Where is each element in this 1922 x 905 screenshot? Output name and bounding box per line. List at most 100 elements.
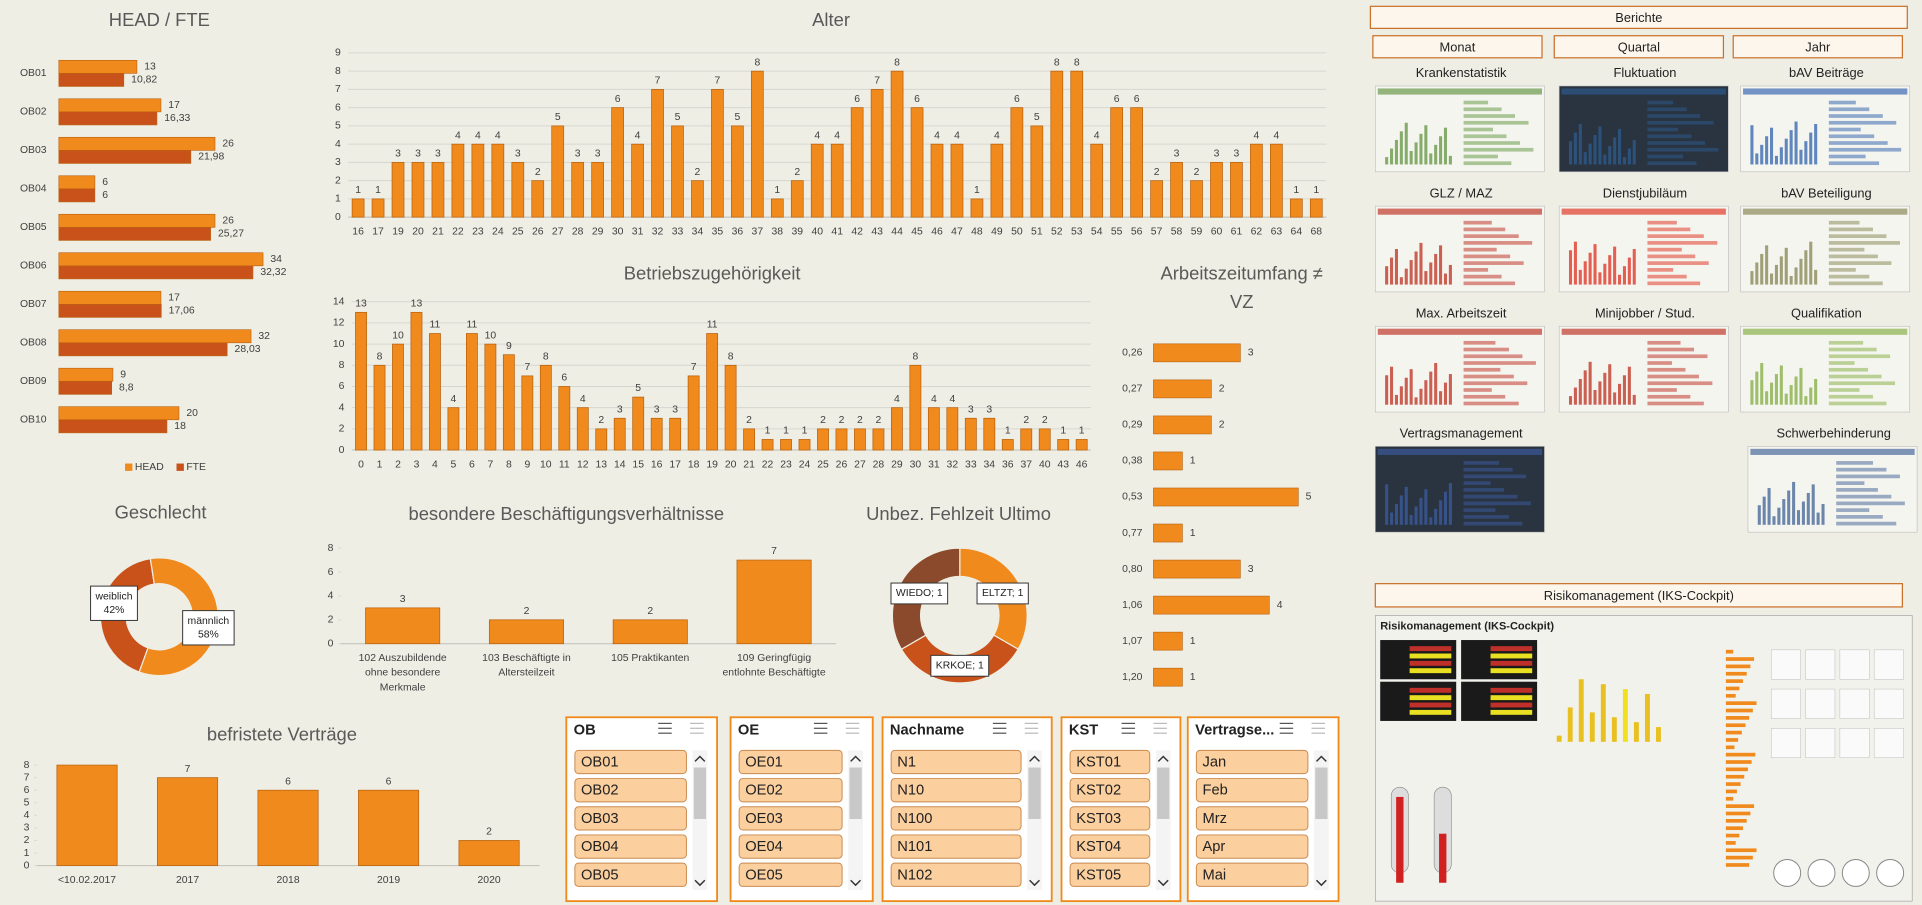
thumbnail-mark — [1463, 134, 1507, 139]
thumbnail-mark — [1608, 255, 1612, 285]
scroll-thumb[interactable] — [1157, 767, 1170, 820]
slicer-item[interactable] — [738, 834, 843, 859]
risk-bar — [1490, 709, 1533, 715]
x-tick-label: 62 — [1251, 227, 1263, 238]
scroll-down[interactable] — [850, 879, 862, 887]
slicer-item[interactable] — [1069, 749, 1151, 775]
thumbnail-mark — [1463, 114, 1516, 118]
slicer-item-label: N100 — [897, 811, 932, 827]
scroll-down[interactable] — [1315, 879, 1327, 887]
scroll-down[interactable] — [1157, 879, 1169, 887]
thumbnail-mark — [1828, 340, 1864, 345]
scroll-down[interactable] — [694, 879, 706, 887]
slicer-item[interactable] — [738, 749, 843, 775]
thumbnail-mark — [1836, 461, 1873, 465]
y-tick-label: 0 — [24, 860, 30, 871]
slicer-item[interactable] — [1195, 749, 1309, 775]
thumbnail-mark — [1394, 249, 1398, 285]
report-thumbnail[interactable] — [1375, 205, 1545, 293]
slicer-item[interactable] — [574, 778, 687, 803]
scroll-thumb[interactable] — [1028, 767, 1041, 820]
slicer-item[interactable] — [890, 862, 1022, 887]
slicer-item[interactable] — [890, 749, 1022, 775]
thumbnail-mark — [1632, 394, 1636, 405]
scroll-down[interactable] — [1029, 879, 1040, 887]
thumbnail-mark — [1593, 135, 1597, 165]
scroll-up[interactable] — [1157, 755, 1169, 762]
data-label: 5 — [675, 112, 681, 123]
scroll-up[interactable] — [850, 755, 862, 762]
report-thumbnail[interactable] — [1558, 205, 1729, 293]
risk-bar — [1725, 738, 1739, 742]
report-thumbnail[interactable] — [1375, 85, 1545, 173]
report-thumbnail[interactable] — [1747, 446, 1918, 533]
bar — [539, 364, 552, 451]
scroll-up[interactable] — [1315, 755, 1327, 762]
slicer-item[interactable] — [890, 834, 1022, 859]
bar — [1153, 631, 1183, 651]
bar — [56, 764, 118, 866]
slicer-item[interactable] — [890, 806, 1022, 831]
slicer-item[interactable] — [574, 834, 687, 859]
scroll-thumb[interactable] — [1315, 767, 1328, 820]
slicer-item[interactable] — [574, 862, 687, 887]
bar — [1289, 198, 1303, 218]
bar — [835, 428, 848, 451]
slicer-item-label: N10 — [897, 783, 924, 799]
thumbnail-mark — [1647, 234, 1704, 238]
x-tick-label: 7 — [487, 460, 493, 471]
y-tick-label: 1 — [335, 194, 341, 205]
bar — [355, 311, 367, 451]
scroll-up[interactable] — [1029, 755, 1040, 762]
thumbnail-mark — [1443, 127, 1448, 165]
thumbnail-mark — [1757, 505, 1761, 525]
thumbnail-mark — [1439, 136, 1443, 165]
slicer-item[interactable] — [1195, 862, 1309, 887]
x-tick-label: 46 — [1076, 460, 1088, 471]
slicer-item[interactable] — [738, 778, 843, 803]
y-tick-label: 3 — [24, 823, 30, 834]
y-tick-label: 9 — [335, 48, 341, 59]
report-thumbnail[interactable] — [1740, 85, 1911, 173]
thumbnail-mark — [1762, 496, 1766, 525]
thumbnail-mark — [1806, 492, 1810, 525]
slicer-item[interactable] — [738, 862, 843, 887]
thumbnail-mark — [1608, 364, 1612, 405]
x-tick-label: 15 — [632, 460, 644, 471]
scroll-thumb[interactable] — [693, 767, 707, 820]
thumbnail-mark — [1409, 260, 1413, 285]
thumbnail-mark — [1583, 370, 1587, 405]
thumbnail-mark — [1424, 125, 1428, 165]
slicer-item[interactable] — [574, 749, 687, 775]
risk-bar — [1567, 707, 1573, 742]
slicer-item[interactable] — [1069, 862, 1151, 887]
slicer-item[interactable] — [1069, 806, 1151, 831]
slicer-item[interactable] — [738, 806, 843, 831]
report-thumbnail[interactable] — [1558, 85, 1729, 173]
report-thumbnail[interactable] — [1375, 446, 1545, 533]
scroll-up[interactable] — [694, 755, 706, 762]
slicer-item[interactable] — [890, 778, 1022, 803]
slicer-item[interactable] — [1069, 834, 1151, 859]
y-tick-label: OB05 — [20, 222, 47, 233]
slicer-item[interactable] — [1195, 778, 1309, 803]
slicer-item[interactable] — [1195, 834, 1309, 859]
scroll-thumb[interactable] — [849, 767, 862, 820]
thumbnail-mark — [1828, 154, 1866, 159]
report-thumbnail[interactable] — [1375, 325, 1545, 413]
data-label: 6 — [386, 776, 392, 787]
risk-bar — [1725, 826, 1744, 831]
x-tick-label: <10.02.2017 — [58, 875, 116, 886]
report-thumbnail[interactable] — [1740, 325, 1911, 413]
slicer-item[interactable] — [574, 806, 687, 831]
slicer-item[interactable] — [1069, 778, 1151, 803]
report-thumbnail[interactable] — [1740, 205, 1911, 293]
report-thumbnail[interactable] — [1558, 325, 1729, 413]
data-label: 4 — [1273, 130, 1279, 141]
slicer-item[interactable] — [1195, 806, 1309, 831]
data-label: 4 — [455, 130, 461, 141]
bar — [1270, 143, 1283, 218]
bar — [411, 162, 425, 218]
thumbnail-mark — [1419, 133, 1423, 165]
risk-bar — [1725, 723, 1746, 728]
